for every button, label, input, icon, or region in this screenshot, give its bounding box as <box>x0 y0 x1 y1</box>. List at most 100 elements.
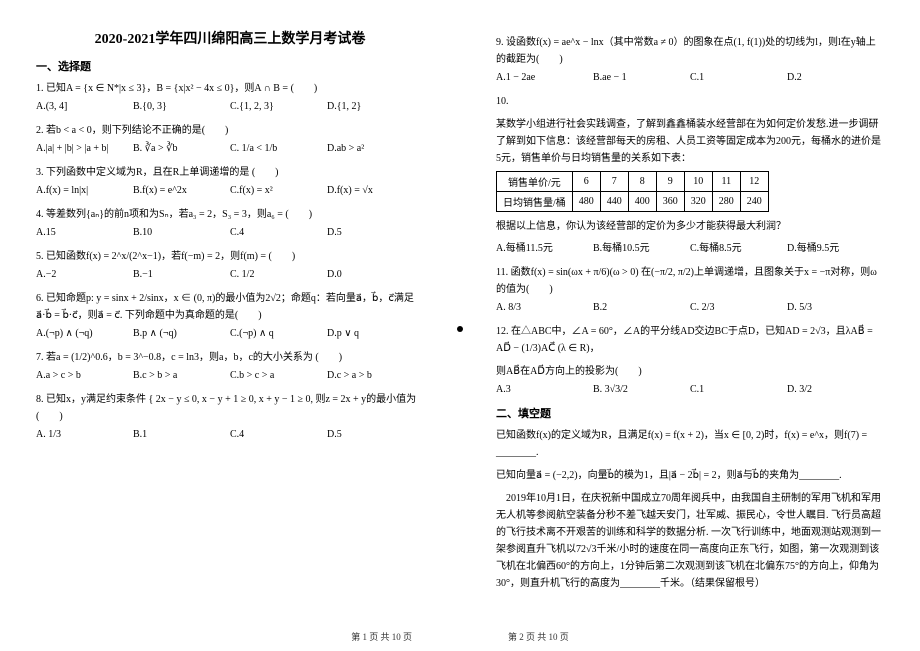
q7-stem: 7. 若a = (1/2)^0.6，b = 3^−0.8，c = ln3，则a，… <box>36 349 424 366</box>
q12-d: D. 3/2 <box>787 384 884 395</box>
q7-d: D.c > a > b <box>327 370 424 381</box>
td-r2-4: 320 <box>684 192 712 212</box>
q5-d: D.0 <box>327 269 424 280</box>
q9-stem: 9. 设函数f(x) = ae^x − lnx（其中常数a ≠ 0）的图象在点(… <box>496 34 884 68</box>
q8-b: B.1 <box>133 429 230 440</box>
q5-b: B.−1 <box>133 269 230 280</box>
q3-d: D.f(x) = √x <box>327 185 424 196</box>
fill-3: 2019年10月1日，在庆祝新中国成立70周年阅兵中，由我国自主研制的军用飞机和… <box>496 490 884 592</box>
page-right: 9. 设函数f(x) = ae^x − lnx（其中常数a ≠ 0）的图象在点(… <box>460 0 920 651</box>
exam-title: 2020-2021学年四川绵阳高三上数学月考试卷 <box>36 28 424 48</box>
td-r1-6: 12 <box>740 172 768 192</box>
q9-c: C.1 <box>690 72 787 83</box>
fill-2: 已知向量a⃗ = (−2,2)，向量b⃗的模为1，且|a⃗ − 2b⃗| = 2… <box>496 467 884 484</box>
q6-a: A.(¬p) ∧ (¬q) <box>36 328 133 339</box>
q12-stem2: 则AB⃗在AD⃗方向上的投影为( ) <box>496 363 884 380</box>
q11-stem: 11. 函数f(x) = sin(ωx + π/6)(ω > 0) 在(−π/2… <box>496 264 884 298</box>
q3-choices: A.f(x) = ln|x| B.f(x) = e^2x C.f(x) = x²… <box>36 185 424 196</box>
q2-d: D.ab > a² <box>327 143 424 154</box>
q6-choices: A.(¬p) ∧ (¬q) B.p ∧ (¬q) C.(¬p) ∧ q D.p … <box>36 328 424 339</box>
q4-d: D.5 <box>327 227 424 238</box>
q10-b: B.每桶10.5元 <box>593 239 690 254</box>
q10-p1: 某数学小组进行社会实践调查，了解到鑫鑫桶装水经营部在为如何定价发愁.进一步调研了… <box>496 116 884 167</box>
q1-stem: 1. 已知A = {x ∈ N*|x ≤ 3}，B = {x|x² − 4x ≤… <box>36 80 424 97</box>
q10-d: D.每桶9.5元 <box>787 239 884 254</box>
q12-a: A.3 <box>496 384 593 395</box>
td-r2-2: 400 <box>628 192 656 212</box>
q4-choices: A.15 B.10 C.4 D.5 <box>36 227 424 238</box>
q3-a: A.f(x) = ln|x| <box>36 185 133 196</box>
q7-c: C.b > c > a <box>230 370 327 381</box>
q4-a: A.15 <box>36 227 133 238</box>
q9-choices: A.1 − 2ae B.ae − 1 C.1 D.2 <box>496 72 884 83</box>
q7-choices: A.a > c > b B.c > b > a C.b > c > a D.c … <box>36 370 424 381</box>
q3-b: B.f(x) = e^2x <box>133 185 230 196</box>
footer-page-1: 第 1 页 共 10 页 <box>351 630 412 643</box>
page-left: 2020-2021学年四川绵阳高三上数学月考试卷 一、选择题 1. 已知A = … <box>0 0 460 651</box>
th-sales: 日均销售量/桶 <box>497 192 573 212</box>
section-fill: 二、填空题 <box>496 405 884 421</box>
td-r1-2: 8 <box>628 172 656 192</box>
q6-stem: 6. 已知命题p: y = sinx + 2/sinx，x ∈ (0, π)的最… <box>36 290 424 324</box>
q8-choices: A. 1/3 B.1 C.4 D.5 <box>36 429 424 440</box>
q11-a: A. 8/3 <box>496 302 593 313</box>
q5-a: A.−2 <box>36 269 133 280</box>
td-r1-4: 10 <box>684 172 712 192</box>
q1-d: D.{1, 2} <box>327 101 424 112</box>
td-r1-3: 9 <box>656 172 684 192</box>
td-r2-0: 480 <box>572 192 600 212</box>
td-r1-1: 7 <box>600 172 628 192</box>
q12-stem: 12. 在△ABC中，∠A = 60°，∠A的平分线AD交边BC于点D，已知AD… <box>496 323 884 357</box>
fill-1: 已知函数f(x)的定义域为R，且满足f(x) = f(x + 2)，当x ∈ [… <box>496 427 884 461</box>
th-price: 销售单价/元 <box>497 172 573 192</box>
td-r1-5: 11 <box>712 172 740 192</box>
q5-choices: A.−2 B.−1 C. 1/2 D.0 <box>36 269 424 280</box>
q12-b: B. 3√3/2 <box>593 384 690 395</box>
q5-stem: 5. 已知函数f(x) = 2^x/(2^x−1)，若f(−m) = 2，则f(… <box>36 248 424 265</box>
q9-b: B.ae − 1 <box>593 72 690 83</box>
td-r2-6: 240 <box>740 192 768 212</box>
q10-p2: 根据以上信息，你认为该经营部的定价为多少才能获得最大利润？ <box>496 218 884 235</box>
q10-c: C.每桶8.5元 <box>690 239 787 254</box>
q3-stem: 3. 下列函数中定义域为R，且在R上单调递增的是 ( ) <box>36 164 424 181</box>
td-r2-3: 360 <box>656 192 684 212</box>
q11-choices: A. 8/3 B.2 C. 2/3 D. 5/3 <box>496 302 884 313</box>
q5-c: C. 1/2 <box>230 269 327 280</box>
q6-d: D.p ∨ q <box>327 328 424 339</box>
q4-b: B.10 <box>133 227 230 238</box>
q2-a: A.|a| + |b| > |a + b| <box>36 143 133 154</box>
q2-c: C. 1/a < 1/b <box>230 143 327 154</box>
q11-d: D. 5/3 <box>787 302 884 313</box>
price-sales-table: 销售单价/元 6 7 8 9 10 11 12 日均销售量/桶 480 440 … <box>496 171 769 212</box>
q11-b: B.2 <box>593 302 690 313</box>
q10-choices: A.每桶11.5元 B.每桶10.5元 C.每桶8.5元 D.每桶9.5元 <box>496 239 884 254</box>
td-r1-0: 6 <box>572 172 600 192</box>
q11-c: C. 2/3 <box>690 302 787 313</box>
q12-choices: A.3 B. 3√3/2 C.1 D. 3/2 <box>496 384 884 395</box>
q8-d: D.5 <box>327 429 424 440</box>
q10-a: A.每桶11.5元 <box>496 239 593 254</box>
q3-c: C.f(x) = x² <box>230 185 327 196</box>
q2-b: B. ∛a > ∛b <box>133 143 230 154</box>
q2-choices: A.|a| + |b| > |a + b| B. ∛a > ∛b C. 1/a … <box>36 143 424 154</box>
q12-c: C.1 <box>690 384 787 395</box>
q1-a: A.(3, 4] <box>36 101 133 112</box>
q9-a: A.1 − 2ae <box>496 72 593 83</box>
q9-d: D.2 <box>787 72 884 83</box>
q2-stem: 2. 若b < a < 0，则下列结论不正确的是( ) <box>36 122 424 139</box>
footer-page-2: 第 2 页 共 10 页 <box>508 630 569 643</box>
q1-b: B.{0, 3} <box>133 101 230 112</box>
td-r2-5: 280 <box>712 192 740 212</box>
section-choice: 一、选择题 <box>36 58 424 74</box>
q1-c: C.{1, 2, 3} <box>230 101 327 112</box>
q6-b: B.p ∧ (¬q) <box>133 328 230 339</box>
q8-stem: 8. 已知x，y满足约束条件 { 2x − y ≤ 0, x − y + 1 ≥… <box>36 391 424 425</box>
q6-c: C.(¬p) ∧ q <box>230 328 327 339</box>
q4-c: C.4 <box>230 227 327 238</box>
q1-choices: A.(3, 4] B.{0, 3} C.{1, 2, 3} D.{1, 2} <box>36 101 424 112</box>
td-r2-1: 440 <box>600 192 628 212</box>
q7-b: B.c > b > a <box>133 370 230 381</box>
q4-stem: 4. 等差数列{aₙ}的前n项和为Sₙ，若a₃ = 2，S₃ = 3，则a₆ =… <box>36 206 424 223</box>
q7-a: A.a > c > b <box>36 370 133 381</box>
q10-num: 10. <box>496 93 884 110</box>
